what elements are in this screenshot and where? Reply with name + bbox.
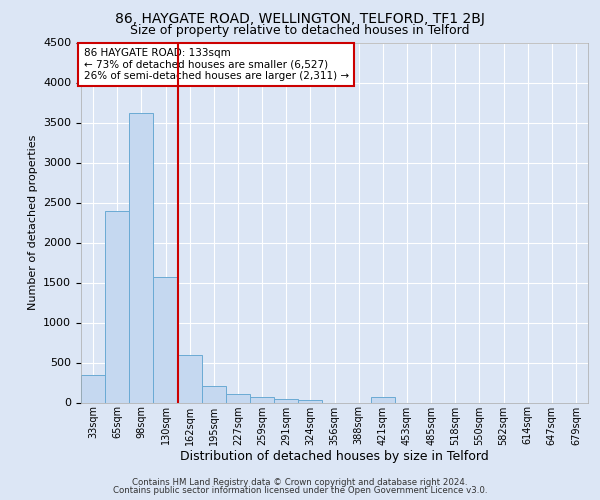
Bar <box>298 400 322 402</box>
Bar <box>81 374 105 402</box>
Bar <box>178 354 202 403</box>
Bar <box>371 398 395 402</box>
Bar <box>274 400 298 402</box>
Text: 86 HAYGATE ROAD: 133sqm
← 73% of detached houses are smaller (6,527)
26% of semi: 86 HAYGATE ROAD: 133sqm ← 73% of detache… <box>83 48 349 81</box>
Text: 86, HAYGATE ROAD, WELLINGTON, TELFORD, TF1 2BJ: 86, HAYGATE ROAD, WELLINGTON, TELFORD, T… <box>115 12 485 26</box>
Bar <box>154 277 178 402</box>
Text: Contains HM Land Registry data © Crown copyright and database right 2024.: Contains HM Land Registry data © Crown c… <box>132 478 468 487</box>
Bar <box>105 210 129 402</box>
Bar <box>202 386 226 402</box>
Bar <box>226 394 250 402</box>
Y-axis label: Number of detached properties: Number of detached properties <box>28 135 38 310</box>
Text: Size of property relative to detached houses in Telford: Size of property relative to detached ho… <box>130 24 470 37</box>
Bar <box>129 113 154 403</box>
X-axis label: Distribution of detached houses by size in Telford: Distribution of detached houses by size … <box>180 450 489 464</box>
Bar <box>250 398 274 402</box>
Text: Contains public sector information licensed under the Open Government Licence v3: Contains public sector information licen… <box>113 486 487 495</box>
